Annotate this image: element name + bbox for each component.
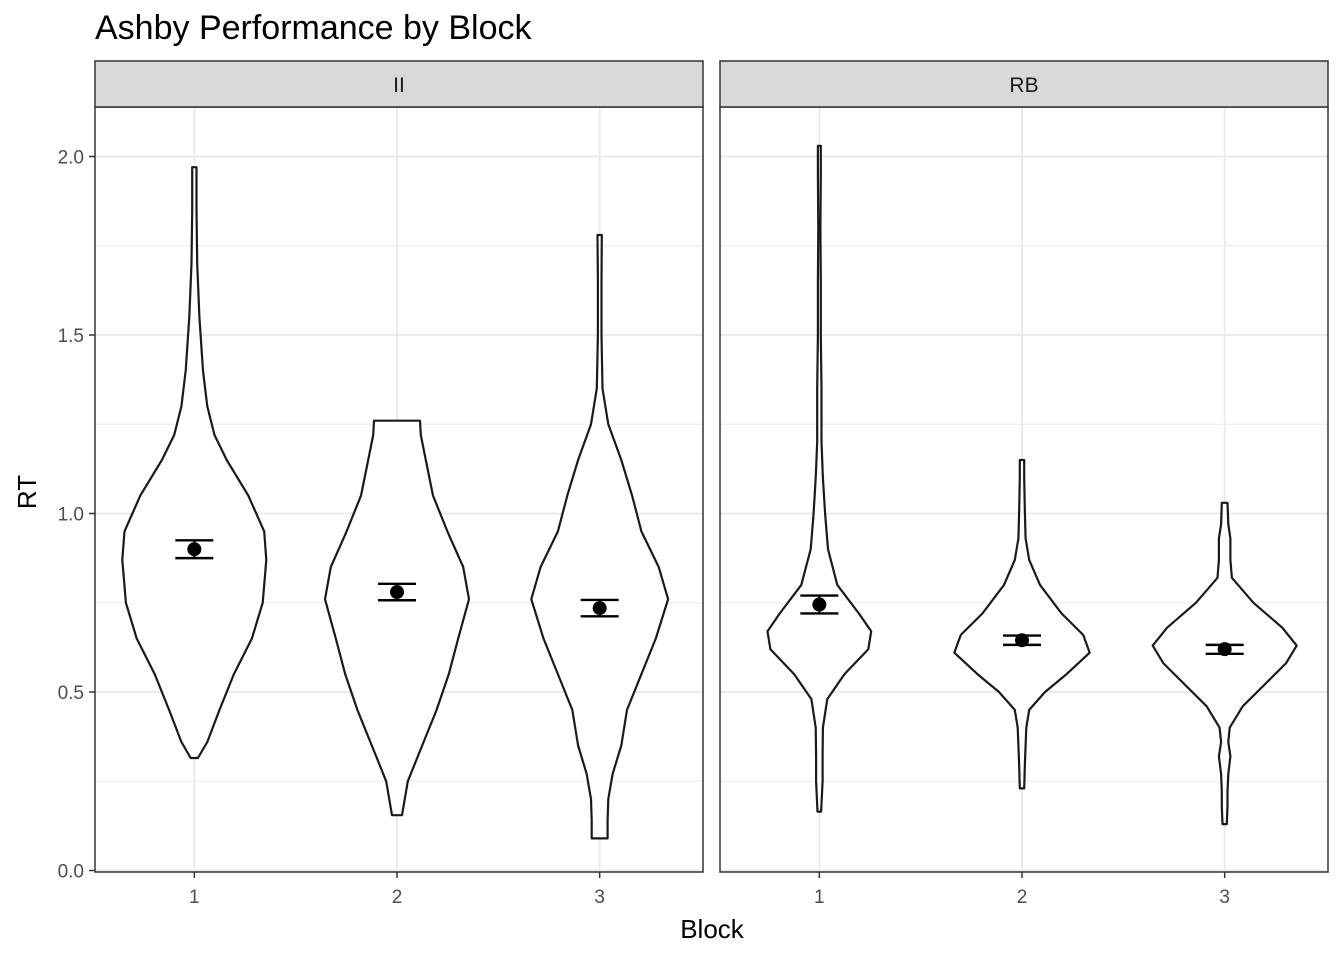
y-tick-label: 0.5 [58, 683, 84, 704]
facet-strip [719, 60, 1329, 108]
facet-strip-label: II [393, 74, 405, 97]
y-axis: 0.0 0.5 1.0 1.5 2.0 [58, 148, 95, 883]
mean-point-rb-block-3 [1217, 642, 1232, 657]
mean-point-rb-block-1 [812, 597, 827, 612]
x-tick-label: 2 [392, 887, 403, 908]
violin-rb-block-2 [953, 458, 1091, 790]
x-tick-label: 2 [1017, 887, 1028, 908]
y-tick-label: 0.0 [58, 862, 84, 883]
mean-point-ii-block-3 [592, 601, 607, 616]
facet-strip-label: RB [1009, 74, 1038, 97]
violin-ii-block-2 [323, 419, 471, 817]
facet-panels: II 1 2 3 RB 1 2 3 [94, 60, 1329, 908]
facet-panel-ii: II 1 2 3 [94, 60, 704, 908]
chart-title: Ashby Performance by Block [95, 9, 533, 47]
y-tick-label: 1.0 [58, 505, 84, 526]
mean-point-ii-block-2 [390, 585, 404, 600]
mean-point-rb-block-2 [1015, 633, 1029, 648]
y-tick-label: 1.5 [58, 326, 84, 347]
violin-ii-block-3 [530, 233, 670, 840]
mean-point-ii-block-1 [187, 542, 202, 557]
facet-panel-rb: RB 1 2 3 [719, 60, 1329, 908]
x-tick-label: 3 [1219, 887, 1230, 908]
violin-rb-block-1 [766, 144, 873, 813]
x-tick-label: 3 [594, 887, 605, 908]
x-axis-title: Block [680, 914, 745, 944]
y-axis-title: RT [12, 475, 42, 509]
x-tick-label: 1 [814, 887, 825, 908]
x-tick-label: 1 [189, 887, 200, 908]
violin-ii-block-1 [121, 166, 268, 760]
violin-rb-block-3 [1151, 501, 1298, 826]
facet-strip [94, 60, 704, 108]
y-tick-label: 2.0 [58, 148, 84, 169]
